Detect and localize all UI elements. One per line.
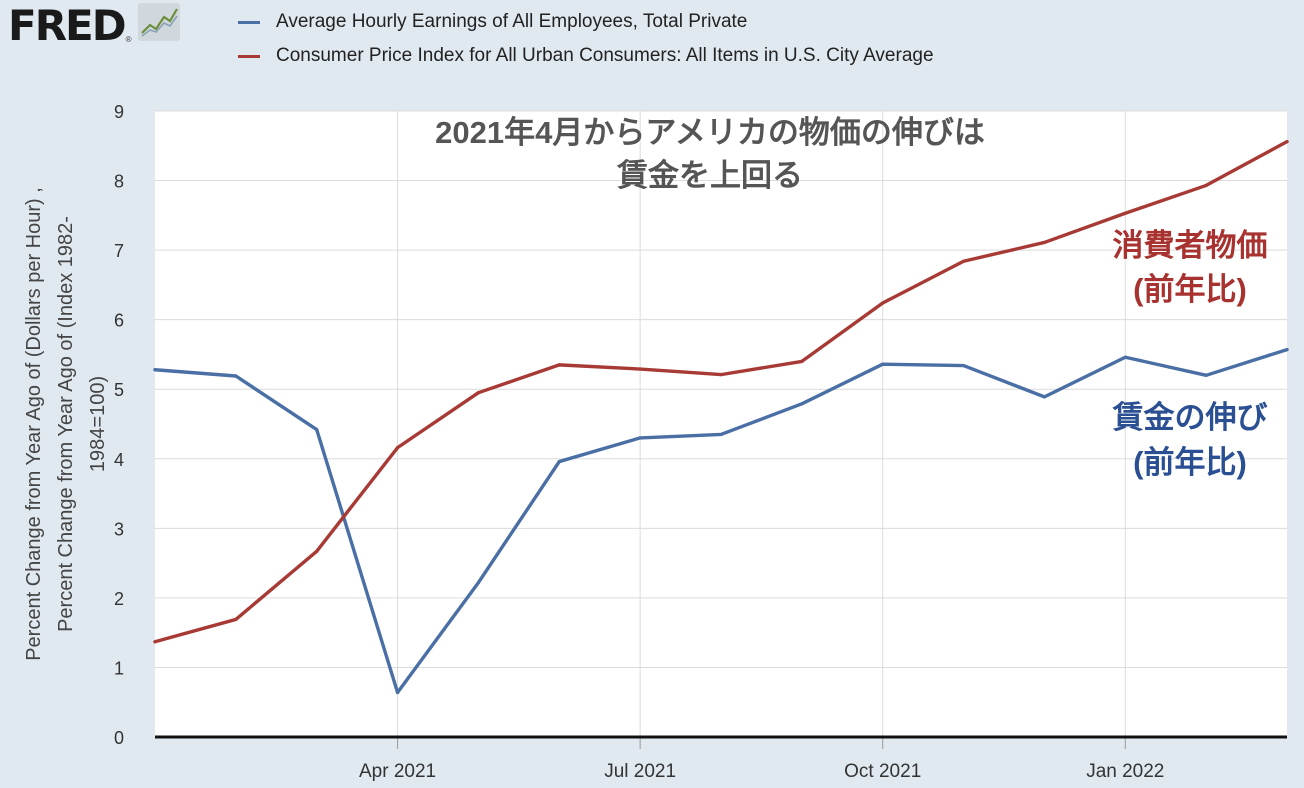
y-tick-label-0: 0 <box>114 728 124 748</box>
fred-logo-text: FRED <box>8 1 127 50</box>
cpi-point <box>557 363 561 367</box>
annotation-cpi-line-2: (前年比) <box>1133 272 1247 307</box>
registered-mark: ® <box>125 35 132 44</box>
x-tick-label: Jan 2022 <box>1086 761 1164 782</box>
gridlines <box>155 110 1287 737</box>
cpi-point <box>1042 240 1047 245</box>
y-axis-ticks: 0 1 2 3 4 5 6 7 8 9 <box>114 102 124 748</box>
legend-label-cpi: Consumer Price Index for All Urban Consu… <box>276 45 934 66</box>
cpi-point <box>476 391 481 395</box>
plot-area <box>155 111 1287 737</box>
series-lines <box>153 139 1289 695</box>
cpi-point <box>234 617 238 622</box>
earnings-point <box>1285 347 1289 352</box>
chart-header: FRED ® Average Hourly Earnings of All Em… <box>0 0 1304 76</box>
earnings-point <box>234 374 238 378</box>
annotation-wage-line-2: (前年比) <box>1133 445 1247 480</box>
earnings-point <box>315 427 319 432</box>
earnings-point <box>881 362 885 366</box>
annotation-cpi-line-1: 消費者物価 <box>1113 228 1268 263</box>
earnings-point <box>800 402 804 406</box>
legend-label-earnings: Average Hourly Earnings of All Employees… <box>276 11 748 32</box>
y-tick-label-6: 6 <box>114 311 124 331</box>
y-axis-label-line-2: Percent Change from Year Ago of (Index 1… <box>55 216 77 632</box>
earnings-point <box>153 368 157 372</box>
x-tick-label: Jul 2021 <box>604 761 676 782</box>
earnings-point <box>1123 355 1127 359</box>
cpi-point <box>395 446 400 450</box>
x-tick-label: Apr 2021 <box>359 761 436 782</box>
cpi-point <box>638 367 642 371</box>
earnings-point <box>1204 373 1208 377</box>
earnings-point <box>1042 395 1047 399</box>
cpi-point <box>315 549 319 553</box>
y-tick-label-7: 7 <box>114 241 124 261</box>
legend-swatch-cpi <box>238 54 260 58</box>
fred-logo[interactable]: FRED ® <box>8 1 180 50</box>
y-axis-label-line-1: Percent Change from Year Ago of (Dollars… <box>23 187 45 661</box>
x-axis-ticks: Apr 2021 Jul 2021 Oct 2021 Jan 2022 <box>359 737 1164 782</box>
cpi-point <box>153 640 157 644</box>
cpi-point <box>1123 211 1127 215</box>
annotation-title-line-2: 賃金を上回る <box>616 158 803 193</box>
y-tick-label-1: 1 <box>114 658 124 678</box>
y-tick-label-2: 2 <box>114 589 124 609</box>
cpi-point <box>1285 140 1289 144</box>
cpi-point <box>1204 183 1208 188</box>
y-tick-label-3: 3 <box>114 519 124 539</box>
earnings-point <box>638 436 642 440</box>
annotation-title-line-1: 2021年4月からアメリカの物価の伸びは <box>435 115 985 150</box>
legend-swatch-earnings <box>238 20 260 24</box>
x-tick-label: Oct 2021 <box>844 761 921 782</box>
y-axis-label: Percent Change from Year Ago of (Dollars… <box>23 187 109 661</box>
y-tick-label-8: 8 <box>114 172 124 192</box>
y-tick-label-4: 4 <box>114 450 124 470</box>
cpi-point <box>881 301 885 305</box>
earnings-point <box>557 459 561 464</box>
y-tick-label-9: 9 <box>114 102 124 122</box>
cpi-point <box>961 259 966 263</box>
earnings-point <box>961 363 966 368</box>
cpi-point <box>719 373 723 377</box>
earnings-point <box>476 580 481 585</box>
earnings-point <box>395 690 400 695</box>
y-axis-label-line-3: 1984=100) <box>87 376 109 472</box>
annotation-wage-line-1: 賃金の伸び <box>1112 400 1268 435</box>
legend-item-earnings[interactable]: Average Hourly Earnings of All Employees… <box>238 10 747 34</box>
cpi-point <box>800 359 804 363</box>
legend-item-cpi[interactable]: Consumer Price Index for All Urban Consu… <box>238 44 934 68</box>
y-tick-label-5: 5 <box>114 380 124 400</box>
line-chart-icon <box>137 3 180 46</box>
earnings-point <box>719 432 723 437</box>
